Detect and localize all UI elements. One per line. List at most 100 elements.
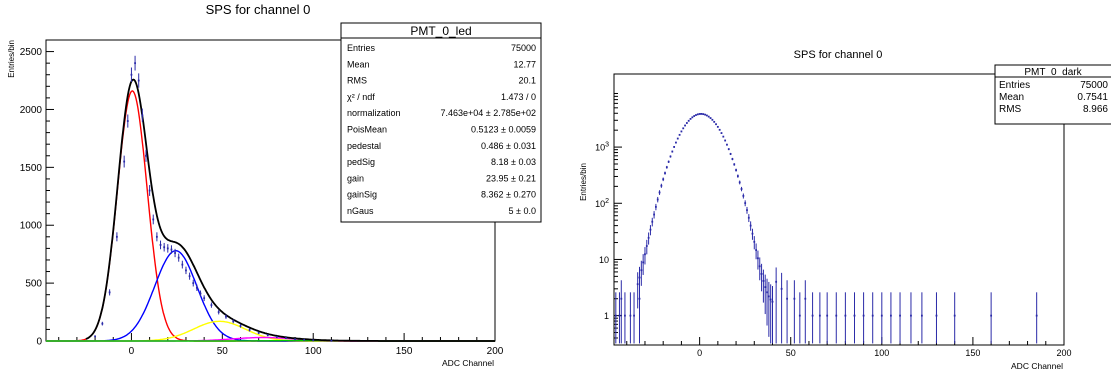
right-data-point (671, 150, 674, 153)
right-data-points (614, 112, 1038, 344)
right-data-point (693, 115, 696, 117)
right-data-point (786, 297, 788, 300)
left-data-point (294, 338, 296, 341)
left-data-points (94, 55, 333, 342)
right-data-point (760, 272, 763, 275)
right-data-point (682, 127, 685, 130)
left-data-point (130, 73, 133, 76)
right-data-point (647, 236, 650, 239)
right-data-point (910, 314, 912, 317)
left-data-point (185, 269, 187, 272)
right-data-point (624, 314, 626, 317)
right-data-point (764, 286, 767, 288)
left-stats-label: RMS (347, 76, 367, 86)
left-x-tick-label: 0 (129, 346, 135, 357)
left-data-point (115, 235, 118, 238)
left-data-point (239, 325, 242, 327)
right-data-point (678, 133, 681, 136)
right-data-point (680, 130, 683, 133)
right-data-point (793, 297, 796, 300)
left-y-tick-label: 0 (36, 337, 42, 348)
left-total-fit (85, 78, 495, 342)
right-y-axis: 1 10 102 103 (595, 73, 622, 339)
right-y-tick-label: 103 (595, 142, 609, 153)
right-data-point (757, 257, 759, 260)
left-y-tick-label: 2000 (20, 105, 43, 116)
right-data-point (618, 314, 621, 317)
right-data-point (735, 169, 737, 171)
left-data-point (217, 311, 220, 313)
left-data-point (232, 320, 235, 323)
right-data-point (835, 314, 838, 317)
right-data-point (798, 314, 801, 317)
right-data-point (733, 163, 736, 166)
right-data-point (871, 314, 874, 317)
right-data-point (636, 283, 639, 286)
right-data-point (720, 132, 723, 134)
right-data-point (676, 137, 679, 140)
right-data-point (698, 113, 701, 115)
right-data-point (727, 148, 730, 151)
left-data-point (248, 329, 251, 331)
right-x-tick-label: 150 (965, 348, 980, 358)
right-data-point (724, 139, 727, 142)
right-data-point (826, 314, 829, 317)
left-stats-label: pedSig (347, 157, 375, 167)
left-data-point (145, 154, 147, 157)
left-y-tick-label: 1000 (20, 221, 43, 232)
right-data-point (731, 158, 734, 160)
right-data-point (769, 298, 772, 301)
right-stats-value: 8.966 (1083, 104, 1108, 115)
right-stats-value: 0.7541 (1077, 92, 1108, 103)
left-data-point (195, 286, 198, 289)
right-data-point (990, 314, 993, 317)
right-data-point (953, 314, 956, 317)
left-data-point (312, 339, 315, 342)
left-stats-value: 0.486 ± 0.031 (481, 141, 536, 151)
left-data-point (152, 218, 155, 221)
right-data-point (811, 314, 814, 317)
right-data-point (766, 291, 768, 294)
right-x-axis-label: ADC Channel (1011, 361, 1063, 371)
left-stats-label: pedestal (347, 141, 381, 151)
right-data-point (746, 209, 748, 212)
left-data-point (188, 275, 191, 278)
right-data-point (629, 314, 632, 317)
right-data-point (818, 314, 821, 317)
left-stats-value: 1.473 / 0 (501, 92, 536, 102)
left-stats-value: 8.362 ± 0.270 (481, 190, 536, 200)
right-chart-title: SPS for channel 0 (794, 49, 883, 61)
right-data-point (665, 166, 668, 169)
right-data-point (729, 153, 732, 155)
right-data-point (664, 172, 666, 175)
right-data-point (649, 228, 652, 231)
right-data-point (709, 117, 712, 119)
left-data-point (303, 338, 306, 341)
right-data-point (753, 240, 756, 243)
right-data-point (638, 276, 641, 279)
right-y-axis-label: Entries/bin (579, 163, 588, 201)
right-data-point (780, 287, 783, 290)
right-y-tick-label: 1 (604, 311, 609, 321)
left-stats-label: gain (347, 173, 364, 183)
left-data-point (203, 297, 206, 300)
left-data-point (266, 334, 269, 337)
left-chart-title: SPS for channel 0 (206, 2, 311, 17)
right-data-point (651, 220, 654, 223)
right-data-point (684, 124, 686, 127)
left-stats-value: 7.463e+04 ± 2.785e+02 (440, 108, 536, 118)
right-data-point (862, 314, 865, 317)
right-data-point (715, 123, 717, 126)
left-x-tick-label: 200 (487, 346, 504, 357)
left-data-point (225, 315, 227, 318)
right-data-point (673, 146, 676, 148)
right-data-point (685, 122, 688, 124)
right-data-point (696, 113, 699, 116)
left-stats-value: 75000 (511, 43, 536, 53)
right-data-point (935, 314, 938, 317)
right-data-point (762, 280, 765, 282)
right-data-point (844, 314, 847, 317)
right-y-tick-label: 102 (595, 198, 609, 209)
right-data-point (880, 314, 883, 317)
left-data-point (108, 291, 111, 294)
